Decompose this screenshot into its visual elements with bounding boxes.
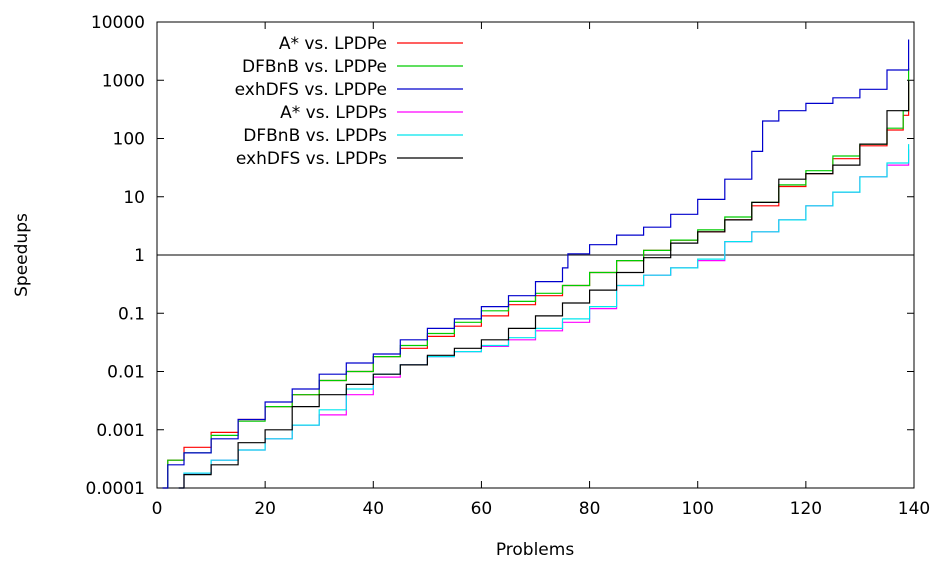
- y-axis-label: Speedups: [12, 213, 32, 297]
- x-tick-label: 80: [579, 499, 601, 519]
- y-tick-label: 0.001: [96, 421, 145, 441]
- x-tick-label: 140: [898, 499, 930, 519]
- x-axis-label: Problems: [496, 540, 575, 560]
- series-lines: [162, 39, 910, 489]
- y-tick-label: 0.1: [118, 304, 145, 324]
- series-line-3: [162, 39, 910, 489]
- legend: A* vs. LPDPe DFBnB vs. LPDPe exhDFS vs. LP…: [235, 34, 463, 169]
- y-tick-label: 10000: [91, 13, 145, 33]
- y-tick-label: 10: [123, 188, 145, 208]
- y-tick-label: 1000: [102, 71, 145, 91]
- y-tick-label: 1: [134, 246, 145, 266]
- x-tick-label: 20: [254, 499, 276, 519]
- series-line-6: [178, 80, 910, 489]
- legend-label: exhDFS vs. LPDPe: [235, 80, 387, 100]
- x-tick-label: 60: [471, 499, 493, 519]
- y-tick-label: 0.01: [107, 363, 145, 383]
- y-axis-ticks: 0.0001 0.001 0.01 0.1 1 10 100 1000 10000: [86, 13, 914, 499]
- y-tick-label: 100: [113, 130, 145, 150]
- legend-label: DFBnB vs. LPDPe: [242, 57, 387, 77]
- x-axis-ticks: 0 20 40 60 80 100 120 140: [152, 22, 930, 519]
- legend-label: exhDFS vs. LPDPs: [236, 149, 387, 169]
- x-tick-label: 100: [681, 499, 713, 519]
- legend-label: A* vs. LPDPs: [280, 103, 387, 123]
- series-line-4: [178, 149, 910, 489]
- x-tick-label: 120: [790, 499, 822, 519]
- y-tick-label: 0.0001: [86, 479, 145, 499]
- legend-label: DFBnB vs. LPDPs: [243, 126, 387, 146]
- x-tick-label: 40: [362, 499, 384, 519]
- x-tick-label: 0: [152, 499, 163, 519]
- legend-label: A* vs. LPDPe: [279, 34, 387, 54]
